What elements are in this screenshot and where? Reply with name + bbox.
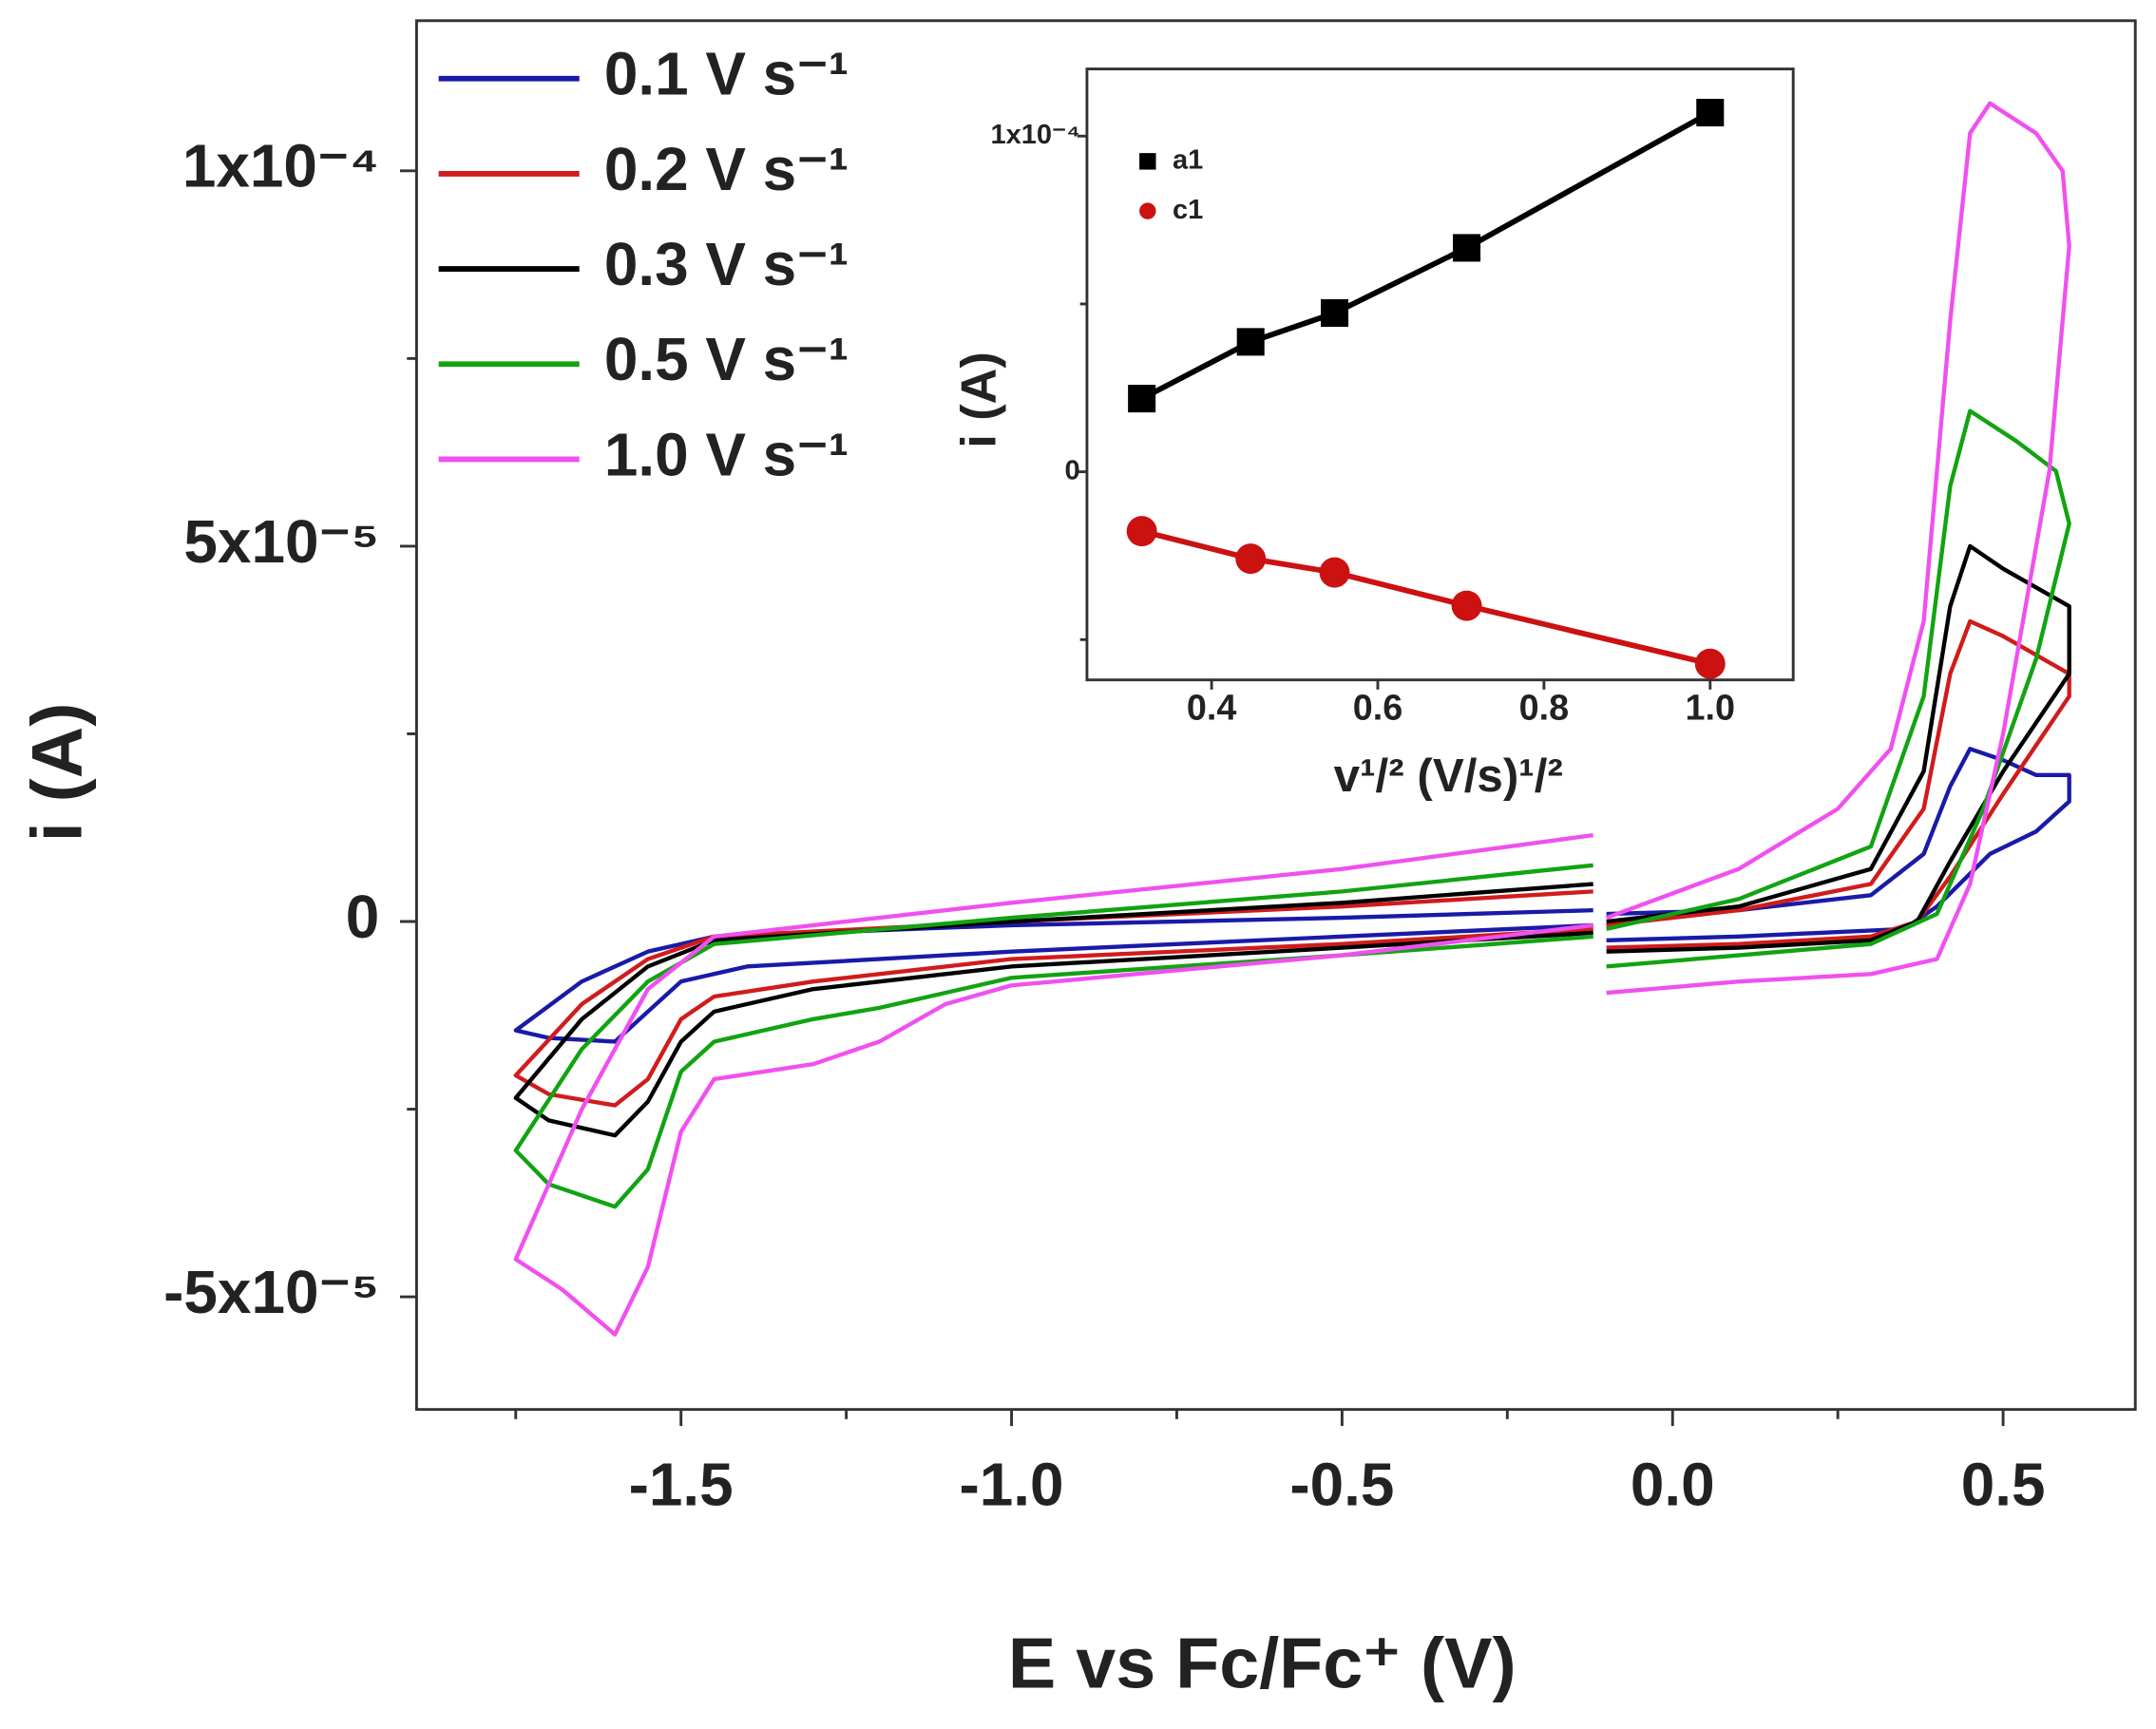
- legend-swatch: [1139, 153, 1156, 170]
- x-tick-label: 1.0: [1686, 688, 1735, 728]
- x-axis-label: E vs Fc/Fc⁺ (V): [1008, 1623, 1517, 1702]
- marker-circle: [1694, 648, 1726, 679]
- x-tick-label: 0.6: [1353, 688, 1402, 728]
- series-line: [513, 101, 2071, 1337]
- y-tick-label: 0: [346, 883, 380, 951]
- legend-label: 0.2 V s⁻¹: [604, 135, 849, 203]
- legend-label: 0.1 V s⁻¹: [604, 40, 849, 108]
- marker-circle: [1451, 590, 1482, 621]
- marker-circle: [1319, 557, 1350, 588]
- marker-circle: [1235, 543, 1267, 575]
- plot-frame: [1085, 67, 1795, 682]
- legend-label: a1: [1173, 145, 1203, 176]
- x-tick-label: 0.8: [1519, 688, 1569, 728]
- marker-square: [1321, 298, 1349, 327]
- x-tick-label: 0.5: [1961, 1451, 2046, 1519]
- y-axis-label: i (A): [16, 703, 96, 843]
- y-axis-label: i (A): [951, 352, 1006, 448]
- marker-square: [1236, 328, 1265, 356]
- x-tick-label: 0.4: [1187, 688, 1236, 728]
- y-tick-label: -5x10⁻⁵: [163, 1258, 379, 1326]
- x-axis-label: v¹/² (V/s)¹/²: [1334, 750, 1563, 802]
- marker-square: [1453, 234, 1481, 262]
- legend-swatch: [1139, 202, 1156, 219]
- marker-square: [1696, 99, 1725, 127]
- y-tick-label: 1x10⁻⁴: [990, 120, 1079, 150]
- x-tick-label: -0.5: [1289, 1451, 1394, 1519]
- series-line: [513, 408, 2071, 1209]
- x-tick-label: -1.5: [629, 1451, 734, 1519]
- x-tick-label: -1.0: [960, 1451, 1064, 1519]
- legend-label: 0.3 V s⁻¹: [604, 230, 849, 298]
- legend-label: 0.5 V s⁻¹: [604, 325, 849, 393]
- y-tick-label: 0: [1065, 455, 1080, 485]
- y-tick-label: 5x10⁻⁵: [183, 507, 379, 576]
- legend-label: c1: [1173, 195, 1203, 225]
- marker-circle: [1126, 516, 1157, 547]
- legend-label: 1.0 V s⁻¹: [604, 420, 849, 488]
- y-tick-label: 1x10⁻⁴: [182, 132, 379, 200]
- marker-square: [1128, 385, 1156, 413]
- x-tick-label: 0.0: [1631, 1451, 1715, 1519]
